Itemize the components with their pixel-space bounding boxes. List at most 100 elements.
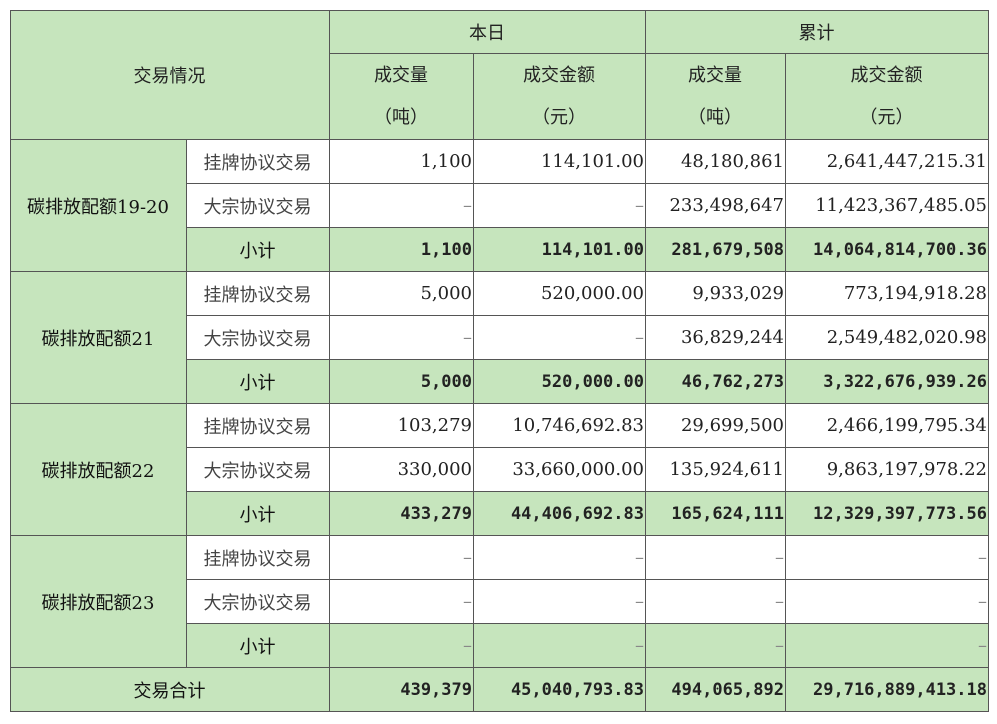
volume-unit: （吨） [688, 106, 742, 128]
subtotal-row: 小计 5,000 520,000.00 46,762,273 3,322,676,939… [11, 359, 989, 404]
trade-type-label: 大宗协议交易 [186, 315, 330, 360]
table-body: 碳排放配额19-20 挂牌协议交易 1,100 114,101.00 48,180,86… [10, 139, 989, 668]
trade-situation-header: 交易情况 [10, 10, 330, 140]
cum-vol-cell: 29,699,500 [645, 403, 786, 448]
day-vol-cell: 1,100 [329, 227, 474, 272]
subtotal-label: 小计 [186, 623, 330, 668]
cum-vol-cell: – [645, 623, 786, 668]
category-label: 碳排放配额21 [10, 271, 187, 404]
amount-label: 成交金额 [850, 64, 923, 86]
cum-amt-cell: 3,322,676,939.26 [785, 359, 989, 404]
day-amt-cell: 10,746,692.83 [473, 403, 646, 448]
subtotal-row: 小计 1,100 114,101.00 281,679,508 14,064,814,7… [11, 227, 989, 272]
table-row: 碳排放配额21 挂牌协议交易 5,000 520,000.00 9,933,029 773… [10, 271, 989, 404]
table-row: 碳排放配额23 挂牌协议交易 – – – – [10, 535, 989, 668]
cumulative-volume-header: 成交量 （吨） [645, 53, 786, 140]
cum-amt-cell: – [785, 535, 989, 580]
subtotal-label: 小计 [186, 227, 330, 272]
trade-type-label: 大宗协议交易 [186, 447, 330, 492]
amount-label: 成交金额 [523, 64, 595, 86]
cum-amt-cell: 2,466,199,795.34 [785, 403, 989, 448]
trade-type-label: 挂牌协议交易 [186, 139, 330, 184]
day-vol-cell: 330,000 [329, 447, 474, 492]
trade-type-label: 挂牌协议交易 [186, 271, 330, 316]
day-amt-cell: 33,660,000.00 [473, 447, 646, 492]
cum-vol-cell: – [645, 535, 786, 580]
volume-unit: （吨） [374, 106, 428, 128]
amount-unit: （元） [859, 106, 914, 128]
day-amt-cell: – [473, 623, 646, 668]
day-vol-cell: 5,000 [329, 271, 474, 316]
total-cum-amount: 29,716,889,413.18 [785, 667, 989, 712]
trading-summary-table: 交易情况 本日 累计 成交量 （吨） 成交金额 （元） 成交量 （吨） 成交金额… [10, 10, 989, 712]
day-amt-cell: – [473, 183, 646, 228]
total-cum-volume: 494,065,892 [645, 667, 786, 712]
total-day-amount: 45,040,793.83 [473, 667, 646, 712]
table-row: 碳排放配额22 挂牌协议交易 103,279 10,746,692.83 29,699,… [10, 403, 989, 536]
cum-vol-cell: 233,498,647 [645, 183, 786, 228]
trade-type-label: 大宗协议交易 [186, 183, 330, 228]
cum-vol-cell: 9,933,029 [645, 271, 786, 316]
day-amt-cell: 520,000.00 [473, 271, 646, 316]
subtotal-label: 小计 [186, 359, 330, 404]
total-row: 交易合计 439,379 45,040,793.83 494,065,892 2… [10, 667, 989, 712]
day-vol-cell: – [329, 315, 474, 360]
cumulative-header: 累计 [645, 10, 989, 54]
table-row: 大宗协议交易 330,000 33,660,000.00 135,924,611 9,8… [11, 447, 989, 492]
day-amt-cell: 114,101.00 [473, 227, 646, 272]
day-vol-cell: – [329, 535, 474, 580]
today-amount-header: 成交金额 （元） [473, 53, 646, 140]
subtotal-row: 小计 433,279 44,406,692.83 165,624,111 12,329,… [11, 491, 989, 536]
day-amt-cell: – [473, 315, 646, 360]
cum-amt-cell: 14,064,814,700.36 [785, 227, 989, 272]
day-amt-cell: – [473, 579, 646, 624]
table-header: 交易情况 本日 累计 成交量 （吨） 成交金额 （元） 成交量 （吨） 成交金额… [10, 10, 989, 140]
cum-amt-cell: 2,641,447,215.31 [785, 139, 989, 184]
category-label: 碳排放配额22 [10, 403, 187, 536]
day-amt-cell: 114,101.00 [473, 139, 646, 184]
day-vol-cell: 433,279 [329, 491, 474, 536]
cum-vol-cell: 135,924,611 [645, 447, 786, 492]
trade-type-label: 挂牌协议交易 [186, 403, 330, 448]
table-row: 大宗协议交易 – –36,829,244 2,549,482,020.98 [11, 315, 989, 360]
cum-amt-cell: 2,549,482,020.98 [785, 315, 989, 360]
subtotal-row: 小计 – – – – [11, 623, 989, 668]
cum-amt-cell: 773,194,918.28 [785, 271, 989, 316]
table-footer: 交易合计 439,379 45,040,793.83 494,065,892 2… [10, 667, 989, 712]
cum-vol-cell: 48,180,861 [645, 139, 786, 184]
day-vol-cell: – [329, 183, 474, 228]
day-vol-cell: 103,279 [329, 403, 474, 448]
day-vol-cell: – [329, 579, 474, 624]
cum-vol-cell: 281,679,508 [645, 227, 786, 272]
cum-vol-cell: 36,829,244 [645, 315, 786, 360]
table-row: 大宗协议交易 – –233,498,647 11,423,367,485.05 [11, 183, 989, 228]
day-amt-cell: 520,000.00 [473, 359, 646, 404]
cum-vol-cell: – [645, 579, 786, 624]
cum-vol-cell: 46,762,273 [645, 359, 786, 404]
subtotal-label: 小计 [186, 491, 330, 536]
day-amt-cell: 44,406,692.83 [473, 491, 646, 536]
day-amt-cell: – [473, 535, 646, 580]
table-row: 碳排放配额19-20 挂牌协议交易 1,100 114,101.00 48,180,86… [10, 139, 989, 272]
today-header: 本日 [329, 10, 646, 54]
total-label: 交易合计 [10, 667, 330, 712]
volume-label: 成交量 [688, 64, 742, 86]
day-vol-cell: – [329, 623, 474, 668]
trade-type-label: 大宗协议交易 [186, 579, 330, 624]
day-vol-cell: 5,000 [329, 359, 474, 404]
cum-amt-cell: – [785, 579, 989, 624]
cum-amt-cell: 12,329,397,773.56 [785, 491, 989, 536]
cum-amt-cell: 9,863,197,978.22 [785, 447, 989, 492]
volume-label: 成交量 [374, 64, 428, 86]
total-day-volume: 439,379 [329, 667, 474, 712]
category-label: 碳排放配额23 [10, 535, 187, 668]
amount-unit: （元） [532, 106, 586, 128]
cum-amt-cell: 11,423,367,485.05 [785, 183, 989, 228]
cumulative-amount-header: 成交金额 （元） [785, 53, 989, 140]
today-volume-header: 成交量 （吨） [329, 53, 474, 140]
cum-vol-cell: 165,624,111 [645, 491, 786, 536]
category-label: 碳排放配额19-20 [10, 139, 187, 272]
trade-type-label: 挂牌协议交易 [186, 535, 330, 580]
day-vol-cell: 1,100 [329, 139, 474, 184]
cum-amt-cell: – [785, 623, 989, 668]
